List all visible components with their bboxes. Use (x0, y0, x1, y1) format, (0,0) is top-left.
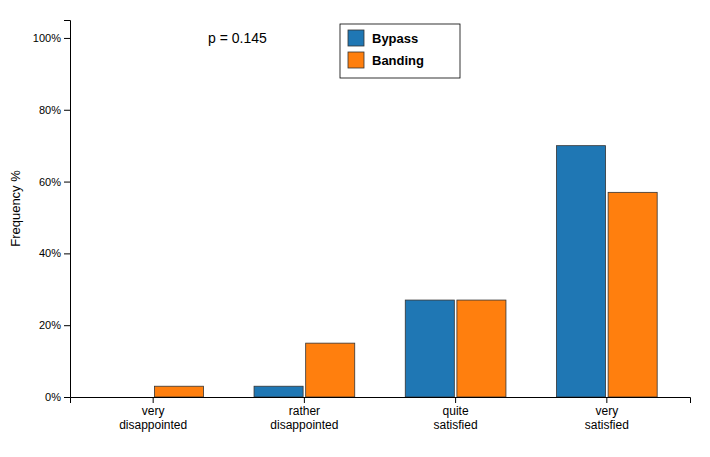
y-tick: 40% (39, 247, 70, 259)
y-tick: 100% (33, 32, 70, 44)
y-tick: 0% (45, 391, 70, 403)
y-tick-label: 100% (33, 32, 61, 44)
legend-label: Banding (372, 53, 424, 68)
y-tick-mark (64, 397, 70, 398)
x-axis: verydisappointedratherdisappointedquites… (71, 397, 691, 432)
legend-item: Banding (348, 52, 424, 68)
y-tick-label: 0% (45, 391, 61, 403)
bar (254, 386, 303, 397)
y-tick: 20% (39, 319, 70, 331)
y-tick-mark (64, 253, 70, 254)
y-axis-line (64, 21, 71, 398)
x-tick-label-line: disappointed (270, 418, 338, 432)
bars (154, 146, 657, 397)
bar (405, 300, 454, 397)
x-tick: ratherdisappointed (270, 397, 338, 432)
x-tick: quitesatisfied (434, 397, 478, 432)
y-tick-label: 60% (39, 176, 61, 188)
plot-area: 0%20%40%60%80%100%verydisappointedrather… (33, 21, 691, 432)
x-axis-line (71, 398, 691, 404)
x-tick-label: quitesatisfied (434, 404, 478, 432)
bar (306, 343, 355, 397)
x-tick-mark (304, 397, 305, 403)
y-axis: 0% 20% 40% 60% 80% 100% (33, 21, 71, 404)
x-tick-label-line: very (142, 404, 165, 418)
legend-label: Bypass (372, 31, 418, 46)
annotation: p = 0.145 (208, 30, 267, 46)
chart-svg: 0%20%40%60%80%100%verydisappointedrather… (0, 0, 710, 457)
legend-item: Bypass (348, 30, 418, 46)
y-tick-mark (64, 110, 70, 111)
y-tick-label: 20% (39, 319, 61, 331)
x-tick-label-line: satisfied (434, 418, 478, 432)
series-group (154, 192, 657, 397)
x-tick-label-line: quite (443, 404, 469, 418)
legend-swatch (348, 30, 364, 46)
legend-frame (340, 24, 460, 78)
x-tick-mark (455, 397, 456, 403)
legend-swatch (348, 52, 364, 68)
y-tick: 60% (39, 176, 70, 188)
y-tick-label: 40% (39, 247, 61, 259)
x-tick-label: ratherdisappointed (270, 404, 338, 432)
x-tick-mark (153, 397, 154, 403)
bar (103, 397, 152, 398)
x-tick: verydisappointed (119, 397, 187, 432)
y-tick-mark (64, 182, 70, 183)
bar (457, 300, 506, 397)
y-axis-title: Frequency % (8, 170, 23, 247)
x-tick-label: verydisappointed (119, 404, 187, 432)
y-tick-label: 80% (39, 104, 61, 116)
y-tick-mark (64, 325, 70, 326)
y-tick: 80% (39, 104, 70, 116)
bar (556, 146, 605, 397)
chart-container: 0%20%40%60%80%100%verydisappointedrather… (0, 0, 710, 457)
x-tick-label: verysatisfied (585, 404, 629, 432)
legend: Bypass Banding (340, 24, 460, 78)
x-tick-label-line: rather (289, 404, 320, 418)
x-tick: verysatisfied (585, 397, 629, 432)
x-tick-label-line: disappointed (119, 418, 187, 432)
x-tick-mark (606, 397, 607, 403)
series-group (254, 146, 605, 397)
y-tick-mark (64, 38, 70, 39)
x-tick-label-line: very (595, 404, 618, 418)
bar (154, 386, 203, 397)
bar (608, 192, 657, 397)
x-tick-label-line: satisfied (585, 418, 629, 432)
